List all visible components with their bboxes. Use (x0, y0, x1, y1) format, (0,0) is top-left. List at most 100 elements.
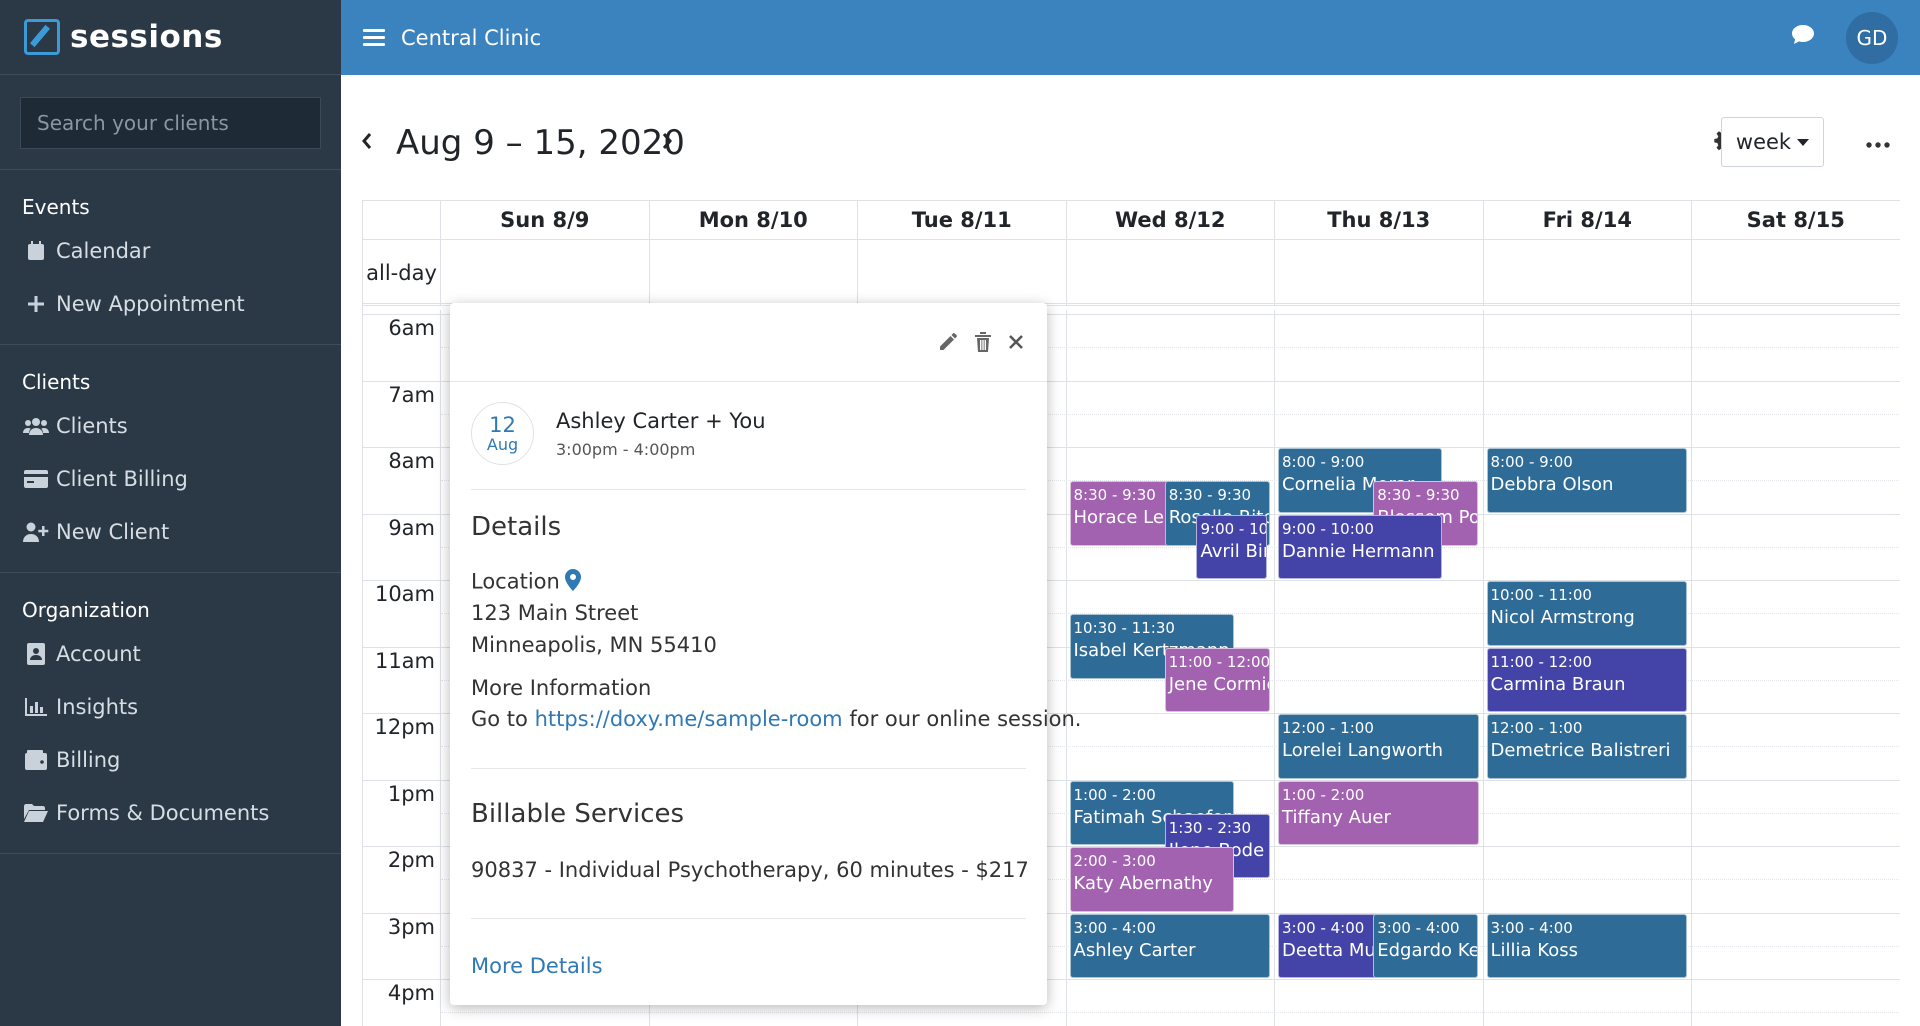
location-label-text: Location (471, 569, 560, 594)
half-hour-line (441, 1012, 1900, 1014)
calendar-event[interactable]: 3:00 - 4:00 Ashley Carter (1069, 913, 1270, 978)
event-time: 8:00 - 9:00 (1490, 453, 1573, 471)
all-day-cell[interactable] (1067, 240, 1275, 306)
prev-week-button[interactable] (361, 131, 373, 156)
hour-line (363, 314, 1900, 315)
sidebar-item-label: Forms & Documents (56, 800, 270, 825)
brand[interactable]: sessions (0, 0, 341, 75)
event-time: 12:00 - 1:00 (1490, 719, 1583, 737)
calendar-event[interactable]: 3:00 - 4:00 Edgardo Keebler (1373, 913, 1479, 978)
day-column[interactable] (1067, 310, 1275, 1026)
event-time: 3:00 - 4:00 (1377, 918, 1460, 937)
hour-line (363, 380, 1900, 382)
day-header[interactable]: Tue 8/11 (858, 201, 1067, 240)
time-axis (363, 310, 441, 1026)
week-calendar: Sun 8/9 Mon 8/10 Tue 8/11 Wed 8/12 Thu 8/13 F… (362, 200, 1900, 1026)
event-client-name: Dannie Hermann (1282, 540, 1435, 562)
view-select[interactable]: week (1721, 117, 1824, 167)
map-pin-icon[interactable] (564, 569, 581, 596)
nav-heading: Events (22, 195, 90, 219)
sidebar-item-billing[interactable]: Billing (0, 733, 341, 786)
sidebar-item-client-billing[interactable]: Client Billing (0, 452, 341, 505)
calendar-event[interactable]: 12:00 - 1:00 Lorelei Langworth (1278, 714, 1479, 779)
nav-section: Events Calendar New Appointment (0, 170, 341, 345)
all-day-cell[interactable] (1275, 240, 1484, 306)
sidebar-item-new-appointment[interactable]: New Appointment (0, 277, 341, 330)
day-header[interactable]: Sat 8/15 (1692, 201, 1900, 240)
more-options-icon[interactable] (1866, 133, 1890, 152)
close-icon[interactable] (1007, 333, 1025, 351)
bar-chart-icon (22, 695, 50, 719)
day-header[interactable]: Mon 8/10 (649, 201, 858, 240)
event-client-name: Lorelei Langworth (1282, 740, 1444, 761)
popover-header (450, 303, 1047, 382)
event-time: 3:00 - 4:00 (1490, 918, 1573, 937)
date-range-title: Aug 9 – 15, 2020 (396, 123, 685, 163)
event-time: 3:00 - 4:00 (1073, 918, 1156, 937)
calendar-event[interactable]: 2:00 - 3:00 Katy Abernathy (1069, 847, 1234, 912)
sidebar-item-forms-documents[interactable]: Forms & Documents (0, 786, 341, 839)
divider (471, 768, 1026, 769)
calendar-event[interactable]: 8:00 - 9:00 Debbra Olson (1486, 448, 1687, 513)
id-card-icon (22, 642, 50, 666)
divider (471, 489, 1026, 490)
sidebar-item-new-client[interactable]: New Client (0, 505, 341, 558)
time-grid: 6am 7am 8am 9am 10am 11am 12pm 1pm 2pm 3pm 4pm 8:30… (363, 310, 1900, 1026)
more-details-link[interactable]: More Details (471, 954, 603, 978)
time-label: 8am (388, 449, 435, 473)
event-time: 9:00 - 10:00 (1282, 519, 1374, 538)
edit-icon[interactable] (937, 331, 959, 353)
folder-open-icon (22, 801, 50, 825)
day-column[interactable] (1275, 310, 1484, 1026)
day-header[interactable]: Thu 8/13 (1275, 201, 1484, 240)
nav-heading: Organization (22, 598, 150, 622)
event-popover: 12 Aug Ashley Carter + You 3:00pm - 4:00… (450, 303, 1082, 1005)
calendar-event[interactable]: 11:00 - 12:00 Carmina Braun (1486, 647, 1687, 712)
search-input[interactable] (20, 97, 321, 149)
event-title: Ashley Carter + You (556, 409, 766, 433)
plus-icon (22, 292, 50, 316)
search-wrap (0, 75, 341, 170)
all-day-cell[interactable] (1484, 240, 1692, 306)
day-column[interactable] (1692, 310, 1900, 1026)
calendar-event[interactable]: 9:00 - 10:00 Avril Bins (1196, 514, 1267, 579)
all-day-cell[interactable] (858, 240, 1067, 306)
sidebar-nav: Events Calendar New Appointment Clients Clie… (0, 170, 341, 854)
calendar-event[interactable]: 1:00 - 2:00 Tiffany Auer (1278, 780, 1479, 845)
all-day-row: all-day (363, 240, 1900, 306)
event-client-name: Lillia Koss (1490, 939, 1578, 961)
day-header[interactable]: Sun 8/9 (441, 201, 650, 240)
avatar-initials: GD (1856, 26, 1888, 50)
event-time: 10:30 - 11:30 (1073, 619, 1175, 638)
day-column[interactable] (858, 310, 1067, 1026)
event-client-name: Deetta Murazik (1282, 939, 1384, 961)
event-client-name: Demetrice Balistreri (1490, 740, 1671, 761)
clinic-name[interactable]: Central Clinic (401, 25, 542, 50)
calendar-event[interactable]: 10:00 - 11:00 Nicol Armstrong (1486, 581, 1687, 646)
calendar-event[interactable]: 8:30 - 9:30 Horace Leech (1069, 481, 1175, 546)
all-day-cell[interactable] (650, 240, 858, 306)
session-room-link[interactable]: https://doxy.me/sample-room (534, 707, 843, 731)
details-heading: Details (471, 512, 562, 542)
trash-icon[interactable] (973, 331, 993, 353)
sidebar-item-clients[interactable]: Clients (0, 399, 341, 452)
menu-icon[interactable] (363, 25, 385, 50)
date-badge: 12 Aug (471, 402, 534, 465)
day-column[interactable] (1484, 310, 1692, 1026)
chat-icon[interactable] (1791, 24, 1815, 50)
calendar-event[interactable]: 9:00 - 10:00 Dannie Hermann (1278, 514, 1443, 579)
calendar-event[interactable]: 12:00 - 1:00 Demetrice Balistreri (1486, 714, 1687, 779)
sidebar-item-insights[interactable]: Insights (0, 680, 341, 733)
day-header[interactable]: Fri 8/14 (1483, 201, 1692, 240)
calendar-event[interactable]: 3:00 - 4:00 Lillia Koss (1486, 913, 1687, 978)
next-week-button[interactable] (661, 131, 673, 156)
calendar-event[interactable]: 3:00 - 4:00 Deetta Murazik (1278, 913, 1384, 978)
all-day-cell[interactable] (441, 240, 650, 306)
sidebar-item-calendar[interactable]: Calendar (0, 224, 341, 277)
all-day-cell[interactable] (1692, 240, 1900, 306)
event-time: 8:00 - 9:00 (1282, 453, 1365, 471)
sidebar-item-account[interactable]: Account (0, 627, 341, 680)
avatar[interactable]: GD (1846, 12, 1898, 64)
calendar-event[interactable]: 11:00 - 12:00 Jene Cormier (1164, 647, 1270, 712)
day-header[interactable]: Wed 8/12 (1066, 201, 1275, 240)
